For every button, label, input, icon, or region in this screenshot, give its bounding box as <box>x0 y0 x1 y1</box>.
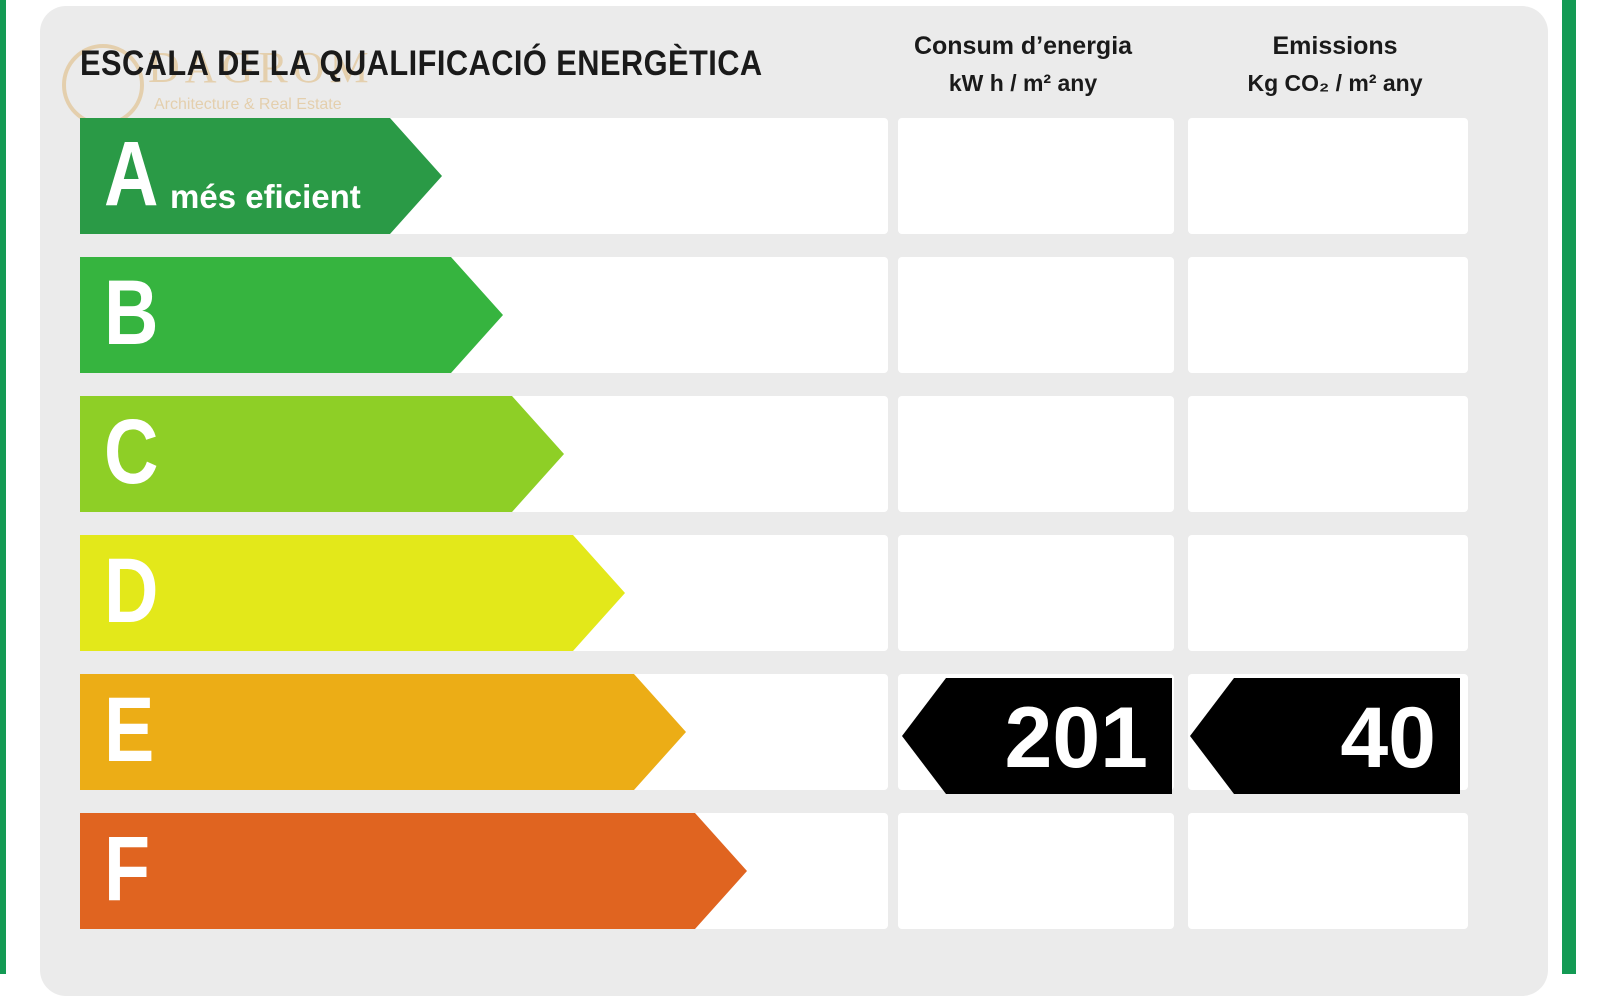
energy-badge-value: 201 <box>1004 690 1149 786</box>
arrow-shape <box>80 535 625 651</box>
arrow-fill <box>80 813 747 929</box>
emissions-cell <box>1188 396 1468 512</box>
energy-badge: 201 <box>902 678 1172 794</box>
badge-shape <box>1190 678 1460 794</box>
emissions-badge: 40 <box>1190 678 1460 794</box>
rating-arrow-f: F <box>80 813 747 929</box>
emissions-cell <box>1188 257 1468 373</box>
arrow-shape <box>80 813 747 929</box>
energy-cell <box>898 257 1174 373</box>
energy-header-label: Consum d’energia <box>913 32 1133 60</box>
rating-letter: E <box>104 679 155 781</box>
arrow-fill <box>80 535 625 651</box>
frame-border-right <box>1562 0 1576 974</box>
arrow-shape <box>80 396 564 512</box>
column-header-emissions: Emissions Kg CO₂ / m² any <box>1190 28 1480 102</box>
energy-cell <box>898 535 1174 651</box>
rating-arrow-c: C <box>80 396 564 512</box>
badge-shape <box>902 678 1172 794</box>
arrow-fill <box>80 118 442 234</box>
rating-arrow-d: D <box>80 535 625 651</box>
emissions-cell <box>1188 535 1468 651</box>
rating-letter: F <box>104 818 151 920</box>
energy-cell <box>898 396 1174 512</box>
arrow-fill <box>80 257 503 373</box>
rating-arrow-b: B <box>80 257 503 373</box>
rating-note: més eficient <box>170 178 361 215</box>
rating-arrow-e: E <box>80 674 686 790</box>
rating-letter: C <box>104 401 159 503</box>
rating-letter: D <box>104 540 159 642</box>
rating-letter: A <box>104 123 159 225</box>
energy-cell <box>898 118 1174 234</box>
arrow-fill <box>80 674 686 790</box>
arrow-shape <box>80 257 503 373</box>
arrow-fill <box>80 396 564 512</box>
column-header-energy: Consum d’energia kW h / m² any <box>898 28 1148 102</box>
emissions-cell <box>1188 813 1468 929</box>
emissions-badge-value: 40 <box>1340 690 1436 786</box>
frame-border-left <box>0 0 6 974</box>
energy-cell <box>898 813 1174 929</box>
emissions-header-unit: Kg CO₂ / m² any <box>1247 70 1423 96</box>
rating-letter: B <box>104 262 159 364</box>
emissions-cell <box>1188 118 1468 234</box>
arrow-shape <box>80 118 442 234</box>
arrow-shape <box>80 674 686 790</box>
emissions-header-label: Emissions <box>1272 32 1398 60</box>
page-title: ESCALA DE LA QUALIFICACIÓ ENERGÈTICA <box>80 44 763 83</box>
energy-header-unit: kW h / m² any <box>948 70 1098 96</box>
